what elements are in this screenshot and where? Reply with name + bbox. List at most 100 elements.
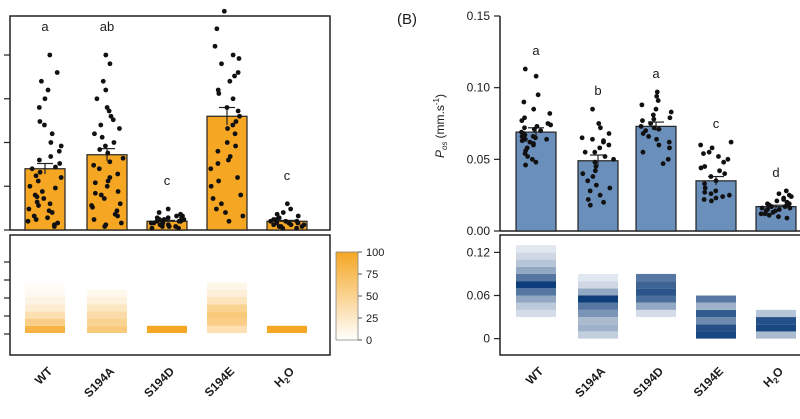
heatmap-cell bbox=[516, 295, 556, 303]
data-point bbox=[58, 175, 64, 180]
heatmap-cell bbox=[25, 318, 65, 326]
data-point bbox=[702, 189, 708, 195]
data-point bbox=[708, 174, 714, 179]
data-point bbox=[580, 171, 586, 177]
heatmap-cell bbox=[578, 331, 618, 339]
panel-a-colorbar: 100 75 50 25 0 bbox=[335, 247, 384, 347]
y-label-sub: os bbox=[440, 141, 449, 149]
data-point bbox=[284, 201, 290, 207]
data-point bbox=[547, 111, 553, 116]
data-point bbox=[651, 125, 657, 131]
data-point bbox=[37, 119, 43, 124]
data-point bbox=[232, 73, 237, 79]
sig-letter: c bbox=[713, 116, 720, 131]
data-point bbox=[288, 206, 294, 212]
heatmap-cell bbox=[636, 295, 676, 303]
y-tick-label: 0.06 bbox=[467, 289, 491, 303]
data-point bbox=[585, 197, 591, 202]
y-label-close: ) bbox=[433, 94, 447, 98]
data-point bbox=[544, 136, 550, 142]
data-point bbox=[223, 210, 228, 215]
data-point bbox=[115, 213, 121, 219]
heatmap-cell bbox=[636, 288, 676, 296]
x-tick-label: S194D bbox=[630, 364, 666, 400]
panel-a-heatmap-frame bbox=[9, 234, 331, 356]
data-point bbox=[102, 224, 108, 229]
sig-letter: a bbox=[41, 19, 49, 34]
data-point bbox=[294, 218, 300, 224]
data-point bbox=[638, 123, 644, 129]
data-point bbox=[593, 164, 599, 169]
data-point bbox=[49, 131, 55, 137]
data-point bbox=[726, 192, 732, 198]
heatmap-cell bbox=[25, 297, 65, 305]
heatmap-cell bbox=[578, 295, 618, 303]
y-tick-label: 0.12 bbox=[467, 245, 491, 259]
data-point bbox=[101, 196, 107, 201]
panel-b-bar-chart: Pos (mm.s-1) 0.00 0.05 0.10 0.15 a b a c d bbox=[432, 9, 800, 238]
data-point bbox=[607, 185, 613, 191]
data-point bbox=[106, 108, 112, 114]
data-point bbox=[97, 147, 103, 152]
heatmap-cell bbox=[578, 302, 618, 310]
data-point bbox=[235, 70, 241, 75]
data-point bbox=[107, 61, 113, 67]
data-point bbox=[165, 222, 171, 228]
heatmap-cell bbox=[696, 317, 736, 325]
data-point bbox=[587, 188, 593, 194]
data-point bbox=[655, 98, 661, 103]
data-point bbox=[709, 145, 715, 151]
sig-letter: a bbox=[532, 43, 540, 58]
heatmap-cell bbox=[756, 331, 796, 339]
data-point bbox=[179, 215, 184, 221]
data-point bbox=[667, 145, 672, 151]
heatmap-cell bbox=[578, 324, 618, 332]
data-point bbox=[230, 122, 236, 128]
panel-a-heatmap-y-ticks bbox=[4, 261, 10, 335]
data-point bbox=[39, 189, 45, 194]
data-point bbox=[224, 105, 230, 110]
data-point bbox=[667, 115, 673, 121]
data-point bbox=[535, 92, 541, 98]
data-point bbox=[58, 143, 64, 149]
data-point bbox=[210, 196, 216, 201]
data-point bbox=[148, 220, 154, 226]
x-tick-label: S194E bbox=[202, 364, 237, 399]
data-point bbox=[31, 213, 37, 219]
heatmap-cell bbox=[756, 309, 796, 318]
data-point bbox=[698, 142, 704, 148]
heatmap-cell bbox=[25, 282, 65, 290]
data-point bbox=[758, 211, 764, 217]
data-point bbox=[776, 191, 782, 197]
data-point bbox=[117, 126, 122, 131]
bar bbox=[695, 180, 737, 232]
heatmap-cell bbox=[87, 318, 127, 326]
panel-b-bars bbox=[515, 121, 797, 232]
data-point bbox=[120, 155, 126, 161]
data-point bbox=[91, 162, 97, 168]
data-point bbox=[708, 191, 714, 197]
data-point bbox=[114, 208, 120, 214]
data-point bbox=[601, 199, 606, 205]
data-point bbox=[215, 161, 221, 166]
data-point bbox=[103, 87, 109, 93]
data-point bbox=[174, 213, 179, 219]
data-point bbox=[781, 197, 786, 202]
data-point bbox=[766, 212, 772, 218]
heatmap-cell bbox=[756, 324, 796, 332]
data-point bbox=[668, 109, 674, 115]
data-point bbox=[208, 166, 214, 172]
data-point bbox=[602, 154, 608, 159]
y-tick-label: 0 bbox=[483, 332, 490, 346]
data-point bbox=[52, 185, 58, 191]
data-point bbox=[654, 136, 659, 142]
data-point bbox=[45, 215, 50, 221]
data-point bbox=[236, 56, 242, 61]
y-label-sup: -1 bbox=[432, 98, 441, 106]
data-point bbox=[235, 175, 240, 180]
data-point bbox=[92, 131, 97, 137]
heatmap-cell bbox=[87, 311, 127, 319]
data-point bbox=[46, 208, 52, 214]
data-point bbox=[653, 106, 659, 112]
heatmap-cell bbox=[207, 318, 247, 326]
